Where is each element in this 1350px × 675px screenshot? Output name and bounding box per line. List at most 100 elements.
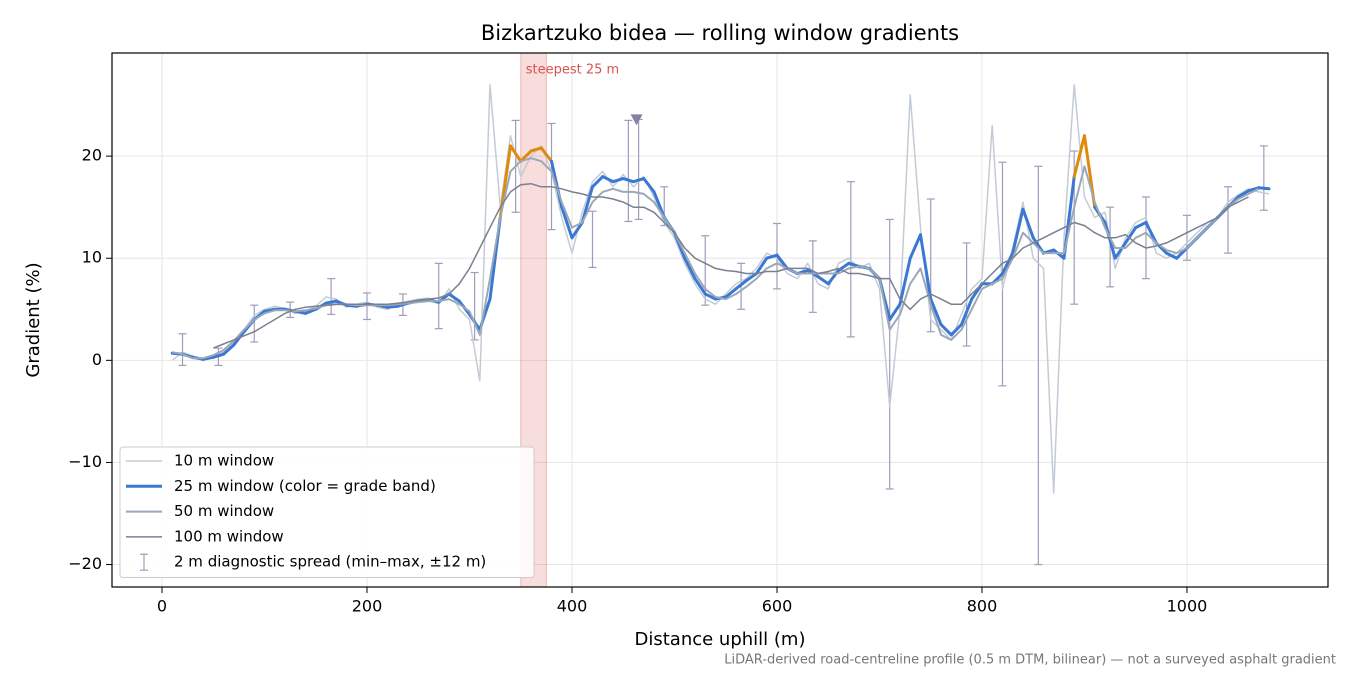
line-segment (765, 253, 779, 260)
error-bar (1259, 145, 1268, 211)
line-segment (560, 205, 574, 240)
line-segment (1144, 220, 1158, 245)
line-segment (570, 220, 584, 240)
line-segment (580, 185, 594, 224)
line-segment (744, 272, 758, 283)
line-segment (509, 144, 523, 163)
line-segment (304, 307, 318, 315)
line-segment (734, 279, 748, 291)
x-tick-label: 400 (557, 597, 588, 616)
legend-box (119, 446, 535, 578)
line-segment (1134, 220, 1148, 230)
line-segment (826, 268, 840, 286)
line-segment (1236, 189, 1250, 199)
line-segment (693, 277, 707, 296)
line-segment (1246, 186, 1261, 193)
line-segment (642, 177, 656, 194)
x-tick-label: 200 (352, 597, 383, 616)
legend: 10 m window 25 m window (color = grade ba… (119, 446, 535, 578)
line-segment (918, 233, 933, 301)
legend-label: 25 m window (color = grade band) (174, 477, 436, 495)
y-axis-label: Gradient (%) (23, 262, 44, 377)
line-segment (1113, 241, 1127, 260)
line-segment (519, 149, 533, 163)
line-segment (703, 292, 717, 301)
line-segment (888, 302, 902, 321)
error-bar (808, 240, 817, 313)
line-segment (949, 323, 963, 337)
line (213, 182, 1249, 349)
line-segment (621, 177, 635, 184)
y-tick-label: −20 (68, 554, 102, 573)
x-tick-label: 600 (762, 597, 793, 616)
line (171, 83, 1270, 494)
line-segment (447, 292, 461, 303)
x-tick-label: 800 (967, 597, 998, 616)
line-segment (529, 146, 543, 153)
line-segment (1257, 186, 1271, 191)
error-bar (1182, 214, 1191, 261)
line-segment (386, 304, 400, 309)
line-segment (898, 256, 912, 306)
line-segment (1052, 248, 1066, 260)
x-tick-label: 1000 (1167, 597, 1208, 616)
line-segment (908, 233, 922, 260)
error-bar (885, 218, 894, 490)
legend-label: 10 m window (174, 452, 274, 470)
peak-marker (630, 114, 643, 126)
error-bar (588, 210, 597, 269)
line-segment (1000, 251, 1015, 276)
line-segment (611, 177, 625, 184)
line-segment (1103, 220, 1117, 260)
line-segment (263, 307, 277, 313)
error-bar (926, 198, 935, 333)
error-bar (250, 304, 259, 343)
line-segment (959, 297, 974, 327)
line-segment (539, 146, 553, 163)
line-segment (775, 253, 789, 270)
legend-label: 50 m window (174, 502, 274, 520)
plot-frame (111, 52, 1329, 588)
error-bar (1223, 186, 1232, 254)
highlight-label: steepest 25 m (526, 63, 619, 78)
line-segment (1164, 251, 1179, 260)
error-bar (1106, 206, 1115, 288)
legend-label: 2 m diagnostic spread (min–max, ±12 m) (174, 553, 486, 571)
y-tick-label: −10 (68, 452, 102, 471)
error-bar (547, 122, 556, 231)
error-bar (434, 262, 443, 330)
chart-title: Bizkartzuko bidea — rolling window gradi… (481, 21, 959, 45)
x-tick-label: 0 (157, 597, 167, 616)
line-segment (754, 256, 769, 276)
line-segment (724, 287, 738, 299)
line-segment (816, 275, 830, 286)
line-segment (324, 299, 338, 305)
line-segment (1072, 134, 1086, 179)
line-segment (683, 256, 697, 281)
footnote: LiDAR-derived road-centreline profile (0… (724, 653, 1336, 668)
error-bar (1034, 165, 1043, 566)
y-tick-label: 20 (82, 146, 102, 165)
error-bar (1141, 196, 1150, 280)
y-tick-label: 0 (92, 350, 102, 369)
line-segment (631, 177, 646, 184)
line-segment (1123, 226, 1138, 245)
line-segment (939, 323, 953, 337)
error-bar (327, 278, 336, 315)
line-segment (601, 175, 615, 184)
error-bar (470, 271, 479, 341)
error-bar (178, 333, 187, 367)
error-bar (962, 242, 971, 347)
line-segment (201, 355, 215, 361)
line-segment (222, 343, 236, 356)
x-axis-label: Distance uphill (m) (635, 629, 806, 650)
error-bar (634, 118, 643, 221)
line-segment (1011, 207, 1025, 255)
y-tick-label: 10 (82, 248, 102, 267)
line-segment (1021, 207, 1035, 240)
line-segment (929, 297, 943, 327)
line-segment (211, 352, 226, 359)
error-bar (363, 292, 372, 321)
